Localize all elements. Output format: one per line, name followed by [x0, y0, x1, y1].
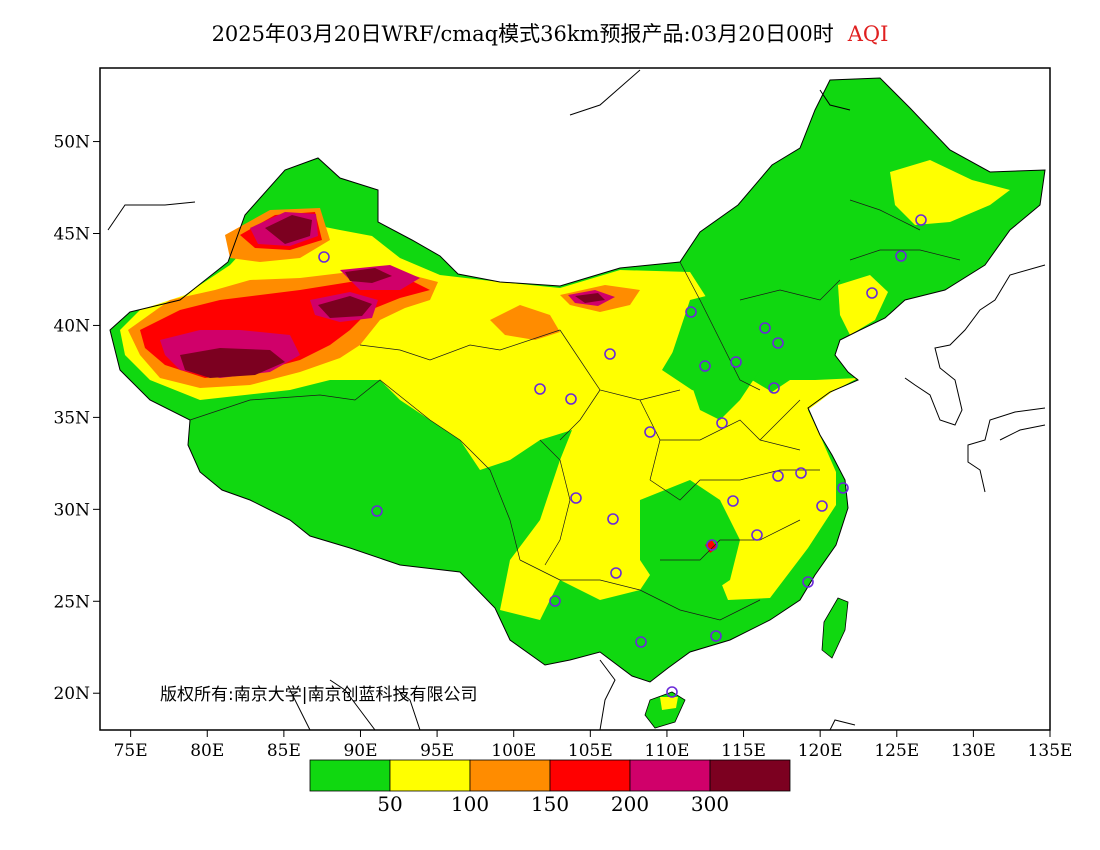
country-borders	[107, 69, 1046, 730]
x-tick-label: 130E	[951, 741, 996, 761]
y-tick-label: 35N	[53, 408, 90, 428]
y-tick-label: 40N	[53, 316, 90, 336]
x-tick-label: 100E	[491, 741, 536, 761]
aqi-green-pocket-center	[640, 480, 740, 600]
title-text: 2025年03月20日WRF/cmaq模式36km预报产品:03月20日00时	[211, 22, 834, 46]
y-tick-label: 45N	[53, 225, 90, 245]
x-tick-label: 115E	[721, 741, 766, 761]
hainan-yellow	[660, 697, 678, 710]
x-tick-label: 135E	[1028, 741, 1073, 761]
x-tick-label: 120E	[798, 741, 843, 761]
x-tick-label: 110E	[645, 741, 690, 761]
aqi-colorbar	[309, 759, 791, 792]
colorbar-segment	[709, 759, 791, 792]
colorbar-segment	[549, 759, 631, 792]
y-tick-label: 20N	[53, 684, 90, 704]
colorbar-segment	[629, 759, 711, 792]
x-tick-label: 95E	[420, 741, 454, 761]
aqi-maroon-north	[265, 215, 312, 244]
aqi-green-pocket-north	[670, 290, 790, 420]
x-tick-label: 75E	[114, 741, 148, 761]
colorbar-segment	[389, 759, 471, 792]
page-title: 2025年03月20日WRF/cmaq模式36km预报产品:03月20日00时 A…	[0, 18, 1100, 54]
taiwan-island	[821, 597, 849, 659]
aqi-maroon-tarim	[180, 348, 285, 378]
map-content	[107, 69, 1046, 730]
y-axis-ticks: 20N 25N 30N 35N 40N 45N 50N	[53, 133, 100, 704]
y-tick-label: 50N	[53, 133, 90, 153]
y-tick-label: 30N	[53, 500, 90, 520]
copyright-text: 版权所有:南京大学|南京创蓝科技有限公司	[160, 685, 478, 705]
province-borders	[189, 199, 961, 621]
colorbar-segment	[309, 759, 391, 792]
monitoring-stations	[318, 214, 927, 698]
aqi-yellow-northeast	[890, 160, 1010, 225]
aqi-maroon-gansu	[575, 293, 605, 303]
x-tick-label: 85E	[267, 741, 301, 761]
x-tick-label: 105E	[568, 741, 613, 761]
x-axis-ticks: 75E 80E 85E 90E 95E 100E 105E 110E 115E 120E 125E 1…	[114, 730, 1073, 761]
y-tick-label: 25N	[53, 592, 90, 612]
title-variable: AQI	[847, 22, 889, 46]
aqi-maroon-center	[318, 296, 372, 318]
aqi-orange-inner-mongolia	[490, 305, 560, 340]
x-tick-label: 90E	[343, 741, 377, 761]
aqi-maroon-east	[345, 268, 392, 283]
x-tick-label: 80E	[190, 741, 224, 761]
x-tick-label: 125E	[874, 741, 919, 761]
colorbar-segment	[469, 759, 551, 792]
map-frame	[99, 67, 1051, 731]
